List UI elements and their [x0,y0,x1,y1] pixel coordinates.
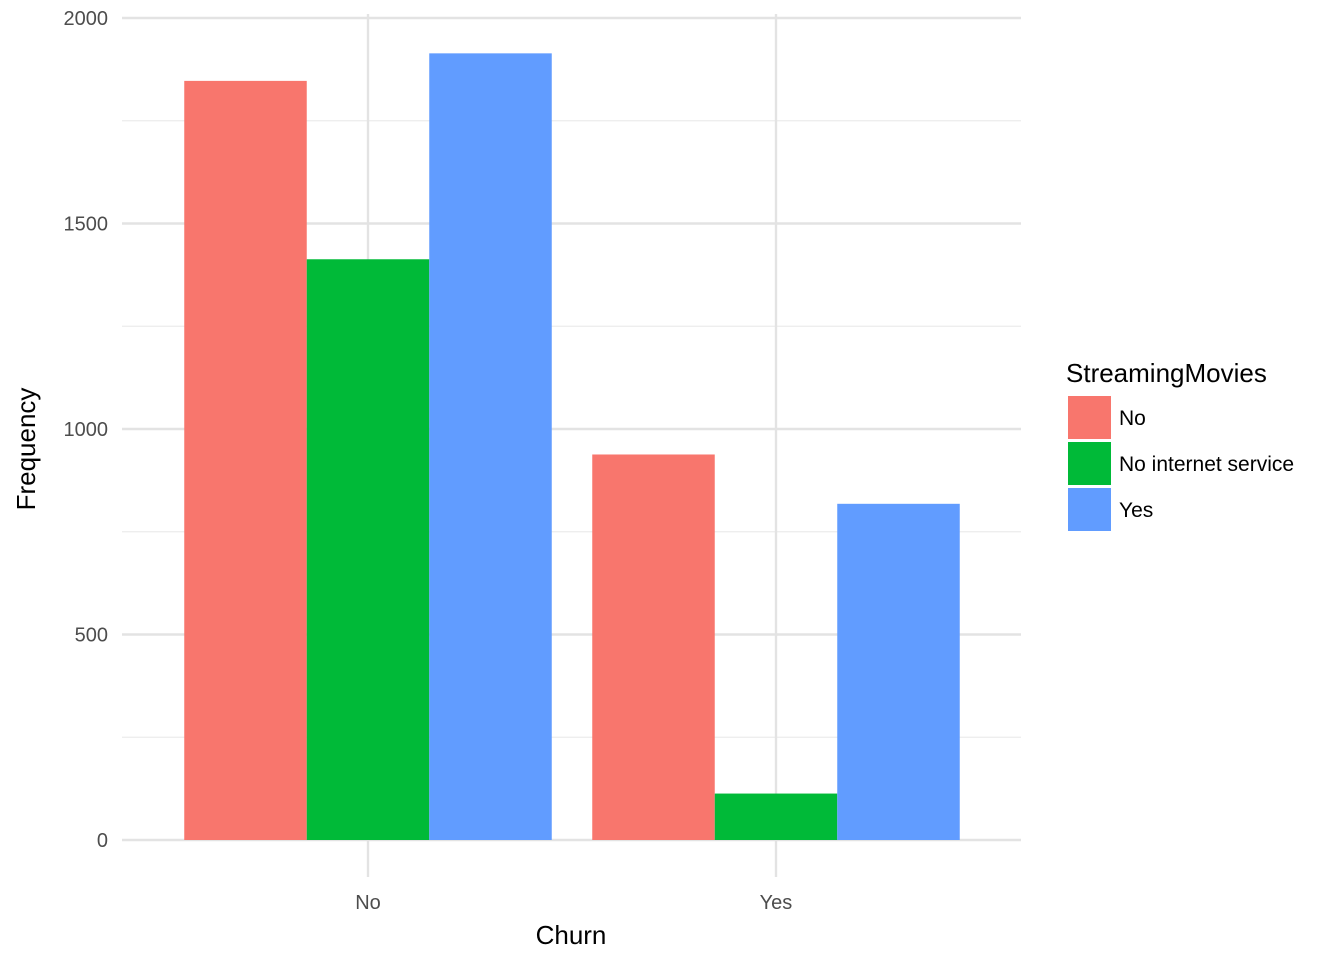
legend-label: No internet service [1119,453,1294,476]
x-tick-label: Yes [760,892,793,914]
y-tick-label: 1000 [64,419,109,441]
y-tick-label: 1500 [64,214,109,236]
y-axis-ticks: 0 500 1000 1500 2000 [64,8,109,852]
legend-label: No [1119,407,1146,430]
bar-yes-no [429,53,552,840]
y-tick-label: 500 [75,625,108,647]
bar-no-internet-service-no [306,259,430,841]
legend-title: StreamingMovies [1066,358,1267,388]
bar-no-yes [592,454,715,840]
legend-label: Yes [1119,499,1153,522]
x-axis-ticks: No Yes [355,892,792,914]
legend: StreamingMovies No No internet service Yes [1066,358,1294,531]
y-tick-label: 0 [97,830,108,852]
x-axis-title: Churn [536,920,607,950]
y-axis-title: Frequency [11,388,41,511]
legend-key [1068,396,1111,439]
legend-key [1068,442,1111,485]
bar-yes-yes [837,503,960,840]
x-tick-label: No [355,892,381,914]
y-tick-label: 2000 [64,8,109,30]
bar-no-internet-service-yes [714,793,838,840]
legend-key [1068,488,1111,531]
bars [184,53,960,841]
bar-no-no [184,80,307,841]
